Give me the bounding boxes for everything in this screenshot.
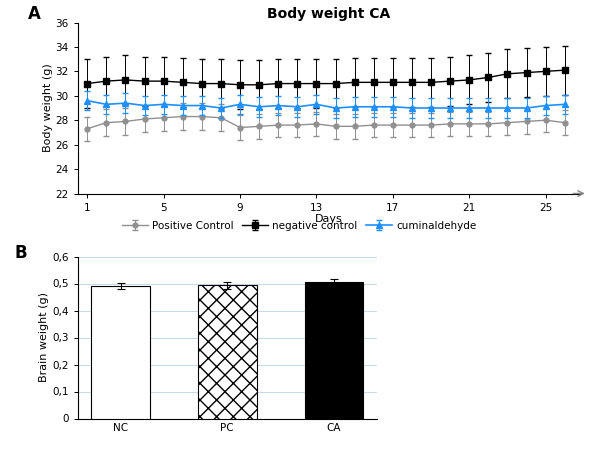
Y-axis label: Brain weight (g): Brain weight (g): [39, 292, 50, 382]
Bar: [198, 285, 257, 418]
Text: B: B: [15, 243, 28, 261]
Bar: [304, 283, 363, 419]
Y-axis label: Body weight (g): Body weight (g): [42, 63, 53, 153]
Title: Body weight CA: Body weight CA: [267, 7, 390, 21]
X-axis label: Days: Days: [315, 214, 343, 224]
Bar: [91, 286, 150, 418]
Text: A: A: [28, 5, 41, 23]
Legend: Positive Control, negative control, cuminaldehyde: Positive Control, negative control, cumi…: [118, 217, 480, 235]
